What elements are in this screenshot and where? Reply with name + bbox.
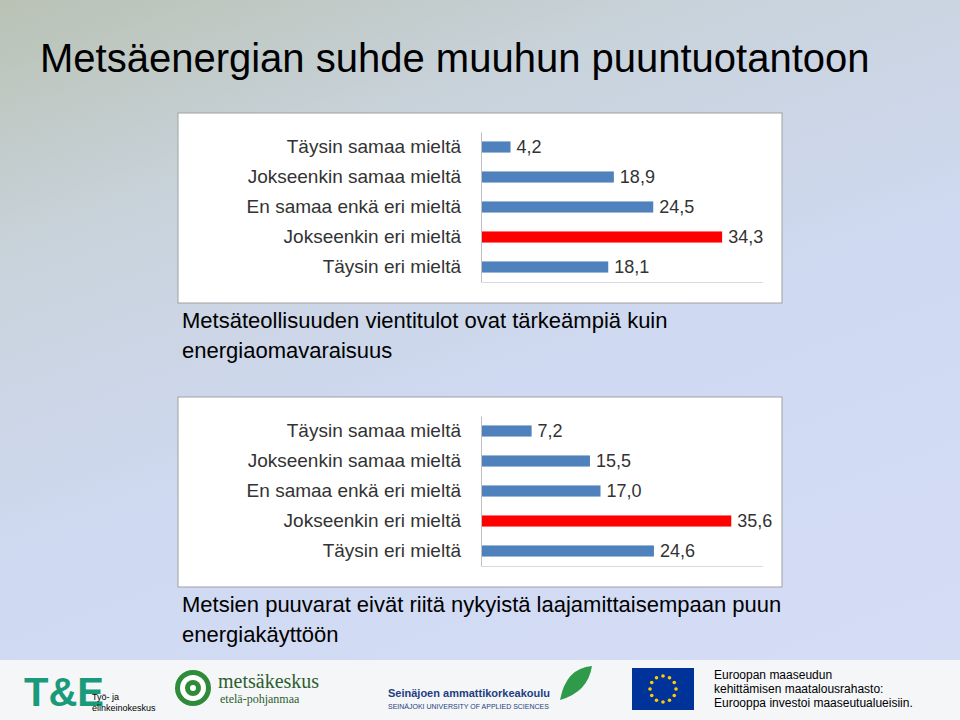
chart-caption: Metsäteollisuuden vientitulot ovat tärke…: [182, 306, 792, 366]
bar: [481, 201, 653, 212]
logo-ring: [180, 675, 206, 701]
eu-flag: [632, 668, 694, 710]
y-axis-line: [481, 417, 482, 567]
tick: Jokseenkin samaa mieltä: [248, 450, 481, 471]
footer: T&ETyö- jaelinkeinokeskusmetsäkeskusetel…: [0, 660, 960, 720]
bars: [481, 141, 722, 272]
category-label: Täysin eri mieltä: [323, 256, 462, 277]
tick: En samaa enkä eri mieltä: [247, 196, 481, 217]
data-label: 35,6: [737, 511, 772, 531]
category-label: Täysin samaa mieltä: [287, 136, 462, 157]
tick: Täysin eri mieltä: [323, 256, 481, 277]
chart-frame: [178, 397, 782, 587]
eu-star: [672, 694, 676, 698]
logo-ring: [175, 670, 211, 706]
bar: [481, 261, 608, 272]
category-label: En samaa enkä eri mieltä: [247, 196, 462, 217]
category-label: Jokseenkin eri mieltä: [284, 510, 462, 531]
metsakeskus-text: etelä-pohjanmaa: [220, 692, 300, 706]
seamk-text: Seinäjoen ammattikorkeakoulu: [388, 687, 550, 699]
bar: [481, 455, 590, 466]
bar: [481, 231, 722, 242]
bars: [481, 425, 731, 556]
metsakeskus-logo: [175, 670, 211, 706]
eu-star: [650, 681, 654, 685]
data-label: 7,2: [538, 421, 563, 441]
x-axis: [482, 282, 763, 283]
data-label: 4,2: [517, 137, 542, 157]
data-labels: 4,2 18,924,5 34,3 18,1: [517, 137, 764, 277]
x-axis: [482, 566, 763, 567]
tick: Täysin eri mieltä: [323, 540, 481, 561]
slide-title: Metsäenergian suhde muuhun puuntuotantoo…: [40, 36, 870, 81]
category-label: Jokseenkin eri mieltä: [284, 226, 462, 247]
category-label: Täysin eri mieltä: [323, 540, 462, 561]
bar: [481, 485, 601, 496]
chart-frame: [178, 113, 782, 303]
y-axis-line: [481, 133, 482, 283]
bar: [481, 425, 532, 436]
category-label: Täysin samaa mieltä: [287, 420, 462, 441]
eu-star: [668, 698, 672, 702]
te-logo-text: elinkeinokeskus: [92, 703, 156, 713]
tick: Täysin samaa mieltä: [287, 136, 481, 157]
tick: Täysin samaa mieltä: [287, 420, 481, 441]
tick: Jokseenkin samaa mieltä: [248, 166, 481, 187]
tick: Jokseenkin eri mieltä: [284, 510, 481, 531]
data-labels: 7,2 15,5 17,0 35,6 24,6: [538, 421, 773, 561]
tick: Jokseenkin eri mieltä: [284, 226, 481, 247]
bar: [481, 545, 654, 556]
data-label: 24,5: [659, 197, 694, 217]
eu-text: Euroopan maaseudun: [714, 668, 832, 682]
te-logo-text: Työ- ja: [92, 692, 119, 702]
eu-star: [661, 700, 665, 704]
category-label: Jokseenkin samaa mieltä: [248, 166, 462, 187]
bar: [481, 171, 614, 182]
eu-star: [674, 687, 678, 691]
logo-ring: [190, 685, 196, 691]
chart-caption: Metsien puuvarat eivät riitä nykyistä la…: [182, 590, 792, 650]
metsakeskus-text: metsäkeskus: [218, 670, 319, 692]
eu-text: Eurooppa investoi maaseutualueisiin.: [714, 696, 913, 710]
chart: Täysin samaa mieltä Jokseenkin samaa miel…: [178, 397, 782, 587]
chart: Täysin samaa mieltä Jokseenkin samaa miel…: [178, 113, 782, 303]
x-axis-line: [482, 282, 763, 283]
seamk-text: SEINÄJOKI UNIVERSITY OF APPLIED SCIENCES: [388, 703, 549, 710]
eu-star: [668, 676, 672, 680]
slide: Metsäenergian suhde muuhun puuntuotantoo…: [0, 0, 960, 720]
eu-text: kehittämisen maatalousrahasto:: [714, 682, 883, 696]
data-label: 18,1: [614, 257, 649, 277]
y-axis: Täysin samaa mieltä Jokseenkin samaa miel…: [247, 417, 482, 567]
eu-star: [648, 687, 652, 691]
seamk-leaf: [560, 666, 592, 700]
logo-ring: [185, 680, 201, 696]
bar: [481, 515, 731, 526]
data-label: 18,9: [620, 167, 655, 187]
category-label: En samaa enkä eri mieltä: [247, 480, 462, 501]
tick: En samaa enkä eri mieltä: [247, 480, 481, 501]
data-label: 24,6: [660, 541, 695, 561]
eu-star: [655, 698, 659, 702]
x-axis-line: [482, 566, 763, 567]
eu-star: [655, 676, 659, 680]
footer-band: [0, 660, 960, 720]
eu-star: [661, 674, 665, 678]
bar: [481, 141, 511, 152]
eu-star: [650, 694, 654, 698]
category-label: Jokseenkin samaa mieltä: [248, 450, 462, 471]
eu-star: [672, 681, 676, 685]
data-label: 34,3: [728, 227, 763, 247]
data-label: 15,5: [596, 451, 631, 471]
y-axis: Täysin samaa mieltä Jokseenkin samaa miel…: [247, 133, 482, 283]
data-label: 17,0: [607, 481, 642, 501]
